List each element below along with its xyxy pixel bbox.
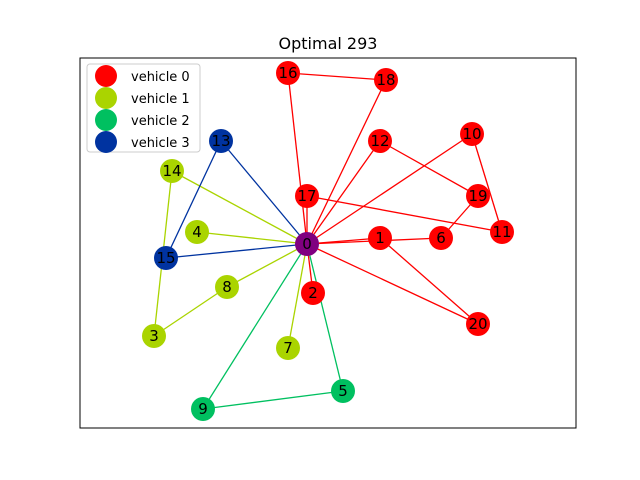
edge-18-0: [306, 79, 387, 245]
node-5: [331, 379, 355, 403]
edge-11-10: [471, 133, 503, 233]
edge-0-16: [287, 72, 308, 245]
edge-0-12: [306, 140, 381, 245]
legend: vehicle 0 vehicle 1 vehicle 2 vehicle 3: [86, 63, 201, 153]
edge-0-14: [171, 170, 308, 245]
node-1: [368, 226, 392, 250]
node-label-14: 14: [162, 162, 181, 180]
legend-label-vehicle-1: vehicle 1: [131, 92, 190, 107]
node-10: [460, 122, 484, 146]
edge-17-11: [306, 195, 503, 233]
edge-0-13: [220, 140, 308, 245]
legend-marker-vehicle-2: [95, 109, 117, 131]
node-7: [276, 336, 300, 360]
node-0: [295, 232, 319, 256]
legend-box: [86, 63, 201, 153]
node-label-2: 2: [308, 284, 318, 302]
node-label-16: 16: [278, 64, 297, 82]
edge-0-1: [306, 237, 381, 245]
edge-9-5: [202, 390, 344, 410]
node-label-9: 9: [198, 400, 208, 418]
node-4: [185, 220, 209, 244]
node-label-0: 0: [302, 235, 312, 253]
legend-label-vehicle-0: vehicle 0: [131, 70, 190, 85]
node-label-7: 7: [283, 339, 293, 357]
edge-5-0: [306, 243, 344, 392]
node-3: [142, 324, 166, 348]
node-6: [429, 226, 453, 250]
chart-title: Optimal 293: [279, 34, 378, 53]
edge-13-15: [165, 140, 222, 259]
node-label-12: 12: [370, 132, 389, 150]
node-label-13: 13: [211, 132, 230, 150]
node-12: [368, 129, 392, 153]
node-label-19: 19: [468, 187, 487, 205]
node-label-3: 3: [149, 327, 159, 345]
node-label-18: 18: [376, 71, 395, 89]
node-15: [154, 246, 178, 270]
node-label-11: 11: [492, 223, 511, 241]
edge-1-20: [379, 237, 479, 325]
node-9: [191, 397, 215, 421]
node-label-5: 5: [338, 382, 348, 400]
edge-8-0: [226, 243, 308, 288]
node-label-20: 20: [468, 315, 487, 333]
edge-0-9: [202, 243, 308, 410]
plot-frame: [79, 57, 577, 429]
legend-label-vehicle-2: vehicle 2: [131, 114, 190, 129]
edge-3-8: [153, 286, 228, 337]
node-16: [276, 61, 300, 85]
node-label-8: 8: [222, 278, 232, 296]
node-14: [160, 159, 184, 183]
node-label-17: 17: [297, 187, 316, 205]
node-2: [301, 281, 325, 305]
node-label-15: 15: [156, 249, 175, 267]
node-8: [215, 275, 239, 299]
node-label-4: 4: [192, 223, 202, 241]
node-11: [490, 220, 514, 244]
node-label-10: 10: [462, 125, 481, 143]
edge-15-0: [165, 243, 308, 259]
edge-10-0: [306, 133, 473, 245]
edge-0-7: [287, 243, 308, 349]
edge-16-18: [287, 72, 387, 81]
edge-20-0: [306, 243, 479, 325]
node-label-1: 1: [375, 229, 385, 247]
node-13: [209, 129, 233, 153]
node-19: [466, 184, 490, 208]
legend-marker-vehicle-1: [95, 87, 117, 109]
node-label-6: 6: [436, 229, 446, 247]
legend-marker-vehicle-3: [95, 131, 117, 153]
legend-label-vehicle-3: vehicle 3: [131, 136, 190, 151]
legend-marker-vehicle-0: [95, 65, 117, 87]
node-18: [374, 68, 398, 92]
node-20: [466, 312, 490, 336]
edge-12-19: [379, 140, 479, 197]
edge-0-4: [196, 231, 308, 245]
node-17: [295, 184, 319, 208]
